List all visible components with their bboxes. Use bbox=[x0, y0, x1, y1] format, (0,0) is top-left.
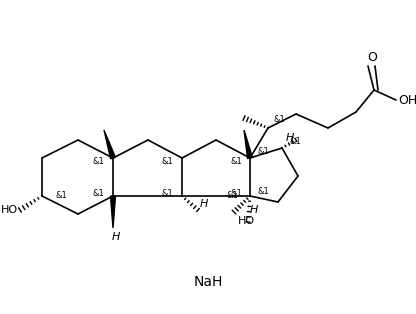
Text: &1: &1 bbox=[161, 158, 173, 166]
Polygon shape bbox=[104, 130, 115, 159]
Text: HO: HO bbox=[1, 205, 18, 215]
Text: &1: &1 bbox=[230, 158, 242, 166]
Polygon shape bbox=[111, 196, 116, 228]
Text: &1: &1 bbox=[161, 190, 173, 198]
Text: NaH: NaH bbox=[193, 275, 223, 289]
Text: H: H bbox=[250, 205, 258, 215]
Text: &1: &1 bbox=[258, 148, 270, 156]
Text: &1: &1 bbox=[274, 116, 286, 124]
Text: H: H bbox=[286, 133, 295, 143]
Text: H: H bbox=[112, 232, 120, 242]
Text: &1: &1 bbox=[226, 192, 238, 201]
Text: &1: &1 bbox=[290, 138, 302, 147]
Text: &1: &1 bbox=[55, 191, 67, 199]
Text: O: O bbox=[367, 51, 377, 64]
Text: OH: OH bbox=[398, 94, 416, 106]
Text: HO: HO bbox=[238, 216, 255, 226]
Text: &1: &1 bbox=[92, 190, 104, 198]
Polygon shape bbox=[244, 130, 253, 159]
Text: &1: &1 bbox=[258, 187, 270, 197]
Text: &1: &1 bbox=[92, 158, 104, 166]
Text: H: H bbox=[200, 199, 208, 209]
Text: &1: &1 bbox=[230, 190, 242, 198]
